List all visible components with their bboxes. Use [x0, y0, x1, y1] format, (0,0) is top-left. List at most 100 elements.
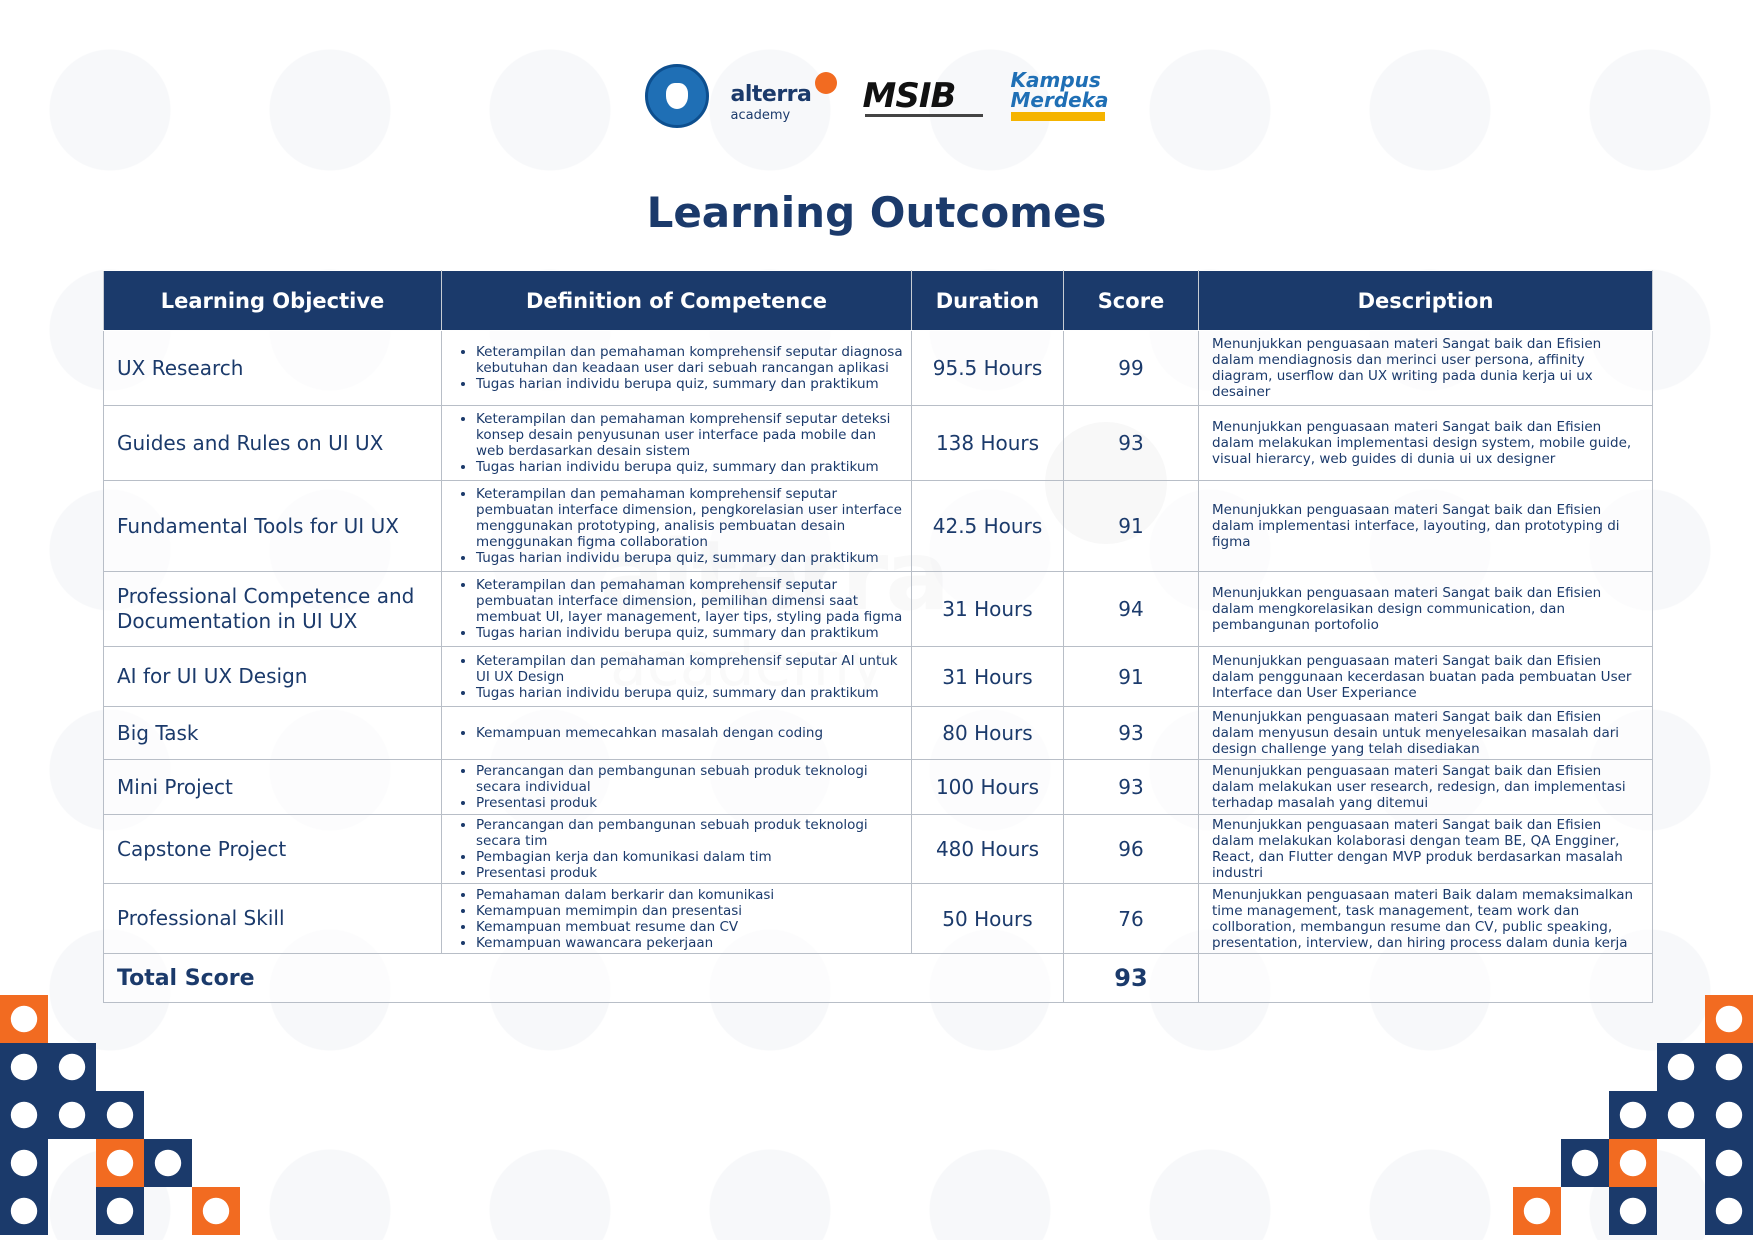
page-title: Learning Outcomes	[646, 188, 1107, 237]
header-score: Score	[1063, 270, 1199, 331]
objective-cell: Professional Competence and Documentatio…	[103, 571, 442, 647]
score-cell: 94	[1063, 571, 1199, 647]
alterra-academy-logo: alterra academy	[731, 64, 841, 128]
header-description: Description	[1198, 270, 1653, 331]
pattern-tile	[1513, 1187, 1561, 1235]
competence-item: Keterampilan dan pemahaman komprehensif …	[476, 577, 905, 625]
header-learning-objective: Learning Objective	[103, 270, 442, 331]
pattern-tile	[1609, 1139, 1657, 1187]
competence-cell: Pemahaman dalam berkarir dan komunikasi …	[441, 883, 912, 954]
duration-cell: 95.5 Hours	[911, 330, 1064, 406]
objective-cell: Big Task	[103, 706, 442, 760]
pattern-tile	[1657, 1043, 1705, 1091]
pattern-tile	[0, 1091, 48, 1139]
competence-cell: Keterampilan dan pemahaman komprehensif …	[441, 646, 912, 707]
table-header-row: Learning Objective Definition of Compete…	[103, 270, 1653, 331]
description-cell: Menunjukkan penguasaan materi Sangat bai…	[1198, 330, 1653, 406]
score-cell: 93	[1063, 405, 1199, 481]
corner-pattern-left	[0, 995, 245, 1240]
competence-item: Keterampilan dan pemahaman komprehensif …	[476, 411, 905, 459]
competence-cell: Perancangan dan pembangunan sebuah produ…	[441, 814, 912, 884]
competence-item: Perancangan dan pembangunan sebuah produ…	[476, 763, 905, 795]
pattern-tile	[1609, 1187, 1657, 1235]
competence-item: Presentasi produk	[476, 795, 905, 811]
duration-cell: 138 Hours	[911, 405, 1064, 481]
msib-logo: MSIB	[863, 64, 987, 128]
competence-item: Tugas harian individu berupa quiz, summa…	[476, 459, 905, 475]
alterra-logo-word: alterra	[730, 82, 812, 107]
competence-cell: Keterampilan dan pemahaman komprehensif …	[441, 405, 912, 481]
msib-logo-word: MSIB	[862, 76, 957, 116]
pattern-tile	[0, 1139, 48, 1187]
pattern-tile	[1705, 1187, 1753, 1235]
total-row: Total Score 93	[103, 953, 1653, 1003]
description-cell: Menunjukkan penguasaan materi Sangat bai…	[1198, 571, 1653, 647]
total-empty-cell	[1198, 953, 1653, 1003]
competence-item: Tugas harian individu berupa quiz, summa…	[476, 376, 905, 392]
competence-item: Kemampuan memecahkan masalah dengan codi…	[476, 725, 905, 741]
score-cell: 93	[1063, 706, 1199, 760]
pattern-tile	[1657, 1091, 1705, 1139]
duration-cell: 42.5 Hours	[911, 480, 1064, 572]
pattern-tile	[1705, 995, 1753, 1043]
score-cell: 91	[1063, 646, 1199, 707]
competence-item: Kemampuan wawancara pekerjaan	[476, 935, 905, 951]
description-cell: Menunjukkan penguasaan materi Sangat bai…	[1198, 759, 1653, 815]
pattern-tile	[96, 1139, 144, 1187]
pattern-tile	[96, 1091, 144, 1139]
objective-cell: Guides and Rules on UI UX	[103, 405, 442, 481]
duration-cell: 50 Hours	[911, 883, 1064, 954]
duration-cell: 80 Hours	[911, 706, 1064, 760]
pattern-tile	[0, 1043, 48, 1091]
table-row: Guides and Rules on UI UX Keterampilan d…	[103, 405, 1653, 481]
total-score-value: 93	[1063, 953, 1199, 1003]
pattern-tile	[96, 1187, 144, 1235]
competence-cell: Keterampilan dan pemahaman komprehensif …	[441, 330, 912, 406]
competence-item: Tugas harian individu berupa quiz, summa…	[476, 685, 905, 701]
objective-cell: Professional Skill	[103, 883, 442, 954]
score-cell: 99	[1063, 330, 1199, 406]
kampus-merdeka-logo-line2: Merdeka	[1010, 88, 1109, 112]
score-cell: 76	[1063, 883, 1199, 954]
msib-logo-tagline	[864, 114, 983, 117]
description-cell: Menunjukkan penguasaan materi Sangat bai…	[1198, 405, 1653, 481]
competence-item: Keterampilan dan pemahaman komprehensif …	[476, 653, 905, 685]
competence-item: Kemampuan membuat resume dan CV	[476, 919, 905, 935]
pattern-tile	[192, 1187, 240, 1235]
pattern-tile	[1561, 1139, 1609, 1187]
description-cell: Menunjukkan penguasaan materi Baik dalam…	[1198, 883, 1653, 954]
competence-item: Keterampilan dan pemahaman komprehensif …	[476, 344, 905, 376]
competence-item: Tugas harian individu berupa quiz, summa…	[476, 550, 905, 566]
competence-item: Perancangan dan pembangunan sebuah produ…	[476, 817, 905, 849]
competence-item: Pembagian kerja dan komunikasi dalam tim	[476, 849, 905, 865]
competence-cell: Perancangan dan pembangunan sebuah produ…	[441, 759, 912, 815]
description-cell: Menunjukkan penguasaan materi Sangat bai…	[1198, 480, 1653, 572]
duration-cell: 31 Hours	[911, 646, 1064, 707]
header-duration: Duration	[911, 270, 1064, 331]
score-cell: 91	[1063, 480, 1199, 572]
header-definition-of-competence: Definition of Competence	[441, 270, 912, 331]
competence-item: Keterampilan dan pemahaman komprehensif …	[476, 486, 905, 550]
description-cell: Menunjukkan penguasaan materi Sangat bai…	[1198, 706, 1653, 760]
pattern-tile	[0, 995, 48, 1043]
pattern-tile	[48, 1043, 96, 1091]
pattern-tile	[48, 1091, 96, 1139]
total-score-label: Total Score	[103, 953, 1064, 1003]
partner-logos: alterra academy MSIB Kampus Merdeka	[0, 60, 1753, 132]
description-cell: Menunjukkan penguasaan materi Sangat bai…	[1198, 814, 1653, 884]
pattern-tile	[1705, 1091, 1753, 1139]
duration-cell: 100 Hours	[911, 759, 1064, 815]
description-cell: Menunjukkan penguasaan materi Sangat bai…	[1198, 646, 1653, 707]
score-cell: 96	[1063, 814, 1199, 884]
table-row: AI for UI UX Design Keterampilan dan pem…	[103, 646, 1653, 707]
objective-cell: Mini Project	[103, 759, 442, 815]
duration-cell: 480 Hours	[911, 814, 1064, 884]
alterra-logo-sub: academy	[730, 108, 791, 123]
kampus-merdeka-logo: Kampus Merdeka	[1009, 64, 1109, 128]
table-row: Fundamental Tools for UI UX Keterampilan…	[103, 480, 1653, 572]
table-row: Professional Competence and Documentatio…	[103, 571, 1653, 647]
competence-cell: Keterampilan dan pemahaman komprehensif …	[441, 571, 912, 647]
competence-item: Kemampuan memimpin dan presentasi	[476, 903, 905, 919]
pattern-tile	[1609, 1091, 1657, 1139]
competence-cell: Kemampuan memecahkan masalah dengan codi…	[441, 706, 912, 760]
